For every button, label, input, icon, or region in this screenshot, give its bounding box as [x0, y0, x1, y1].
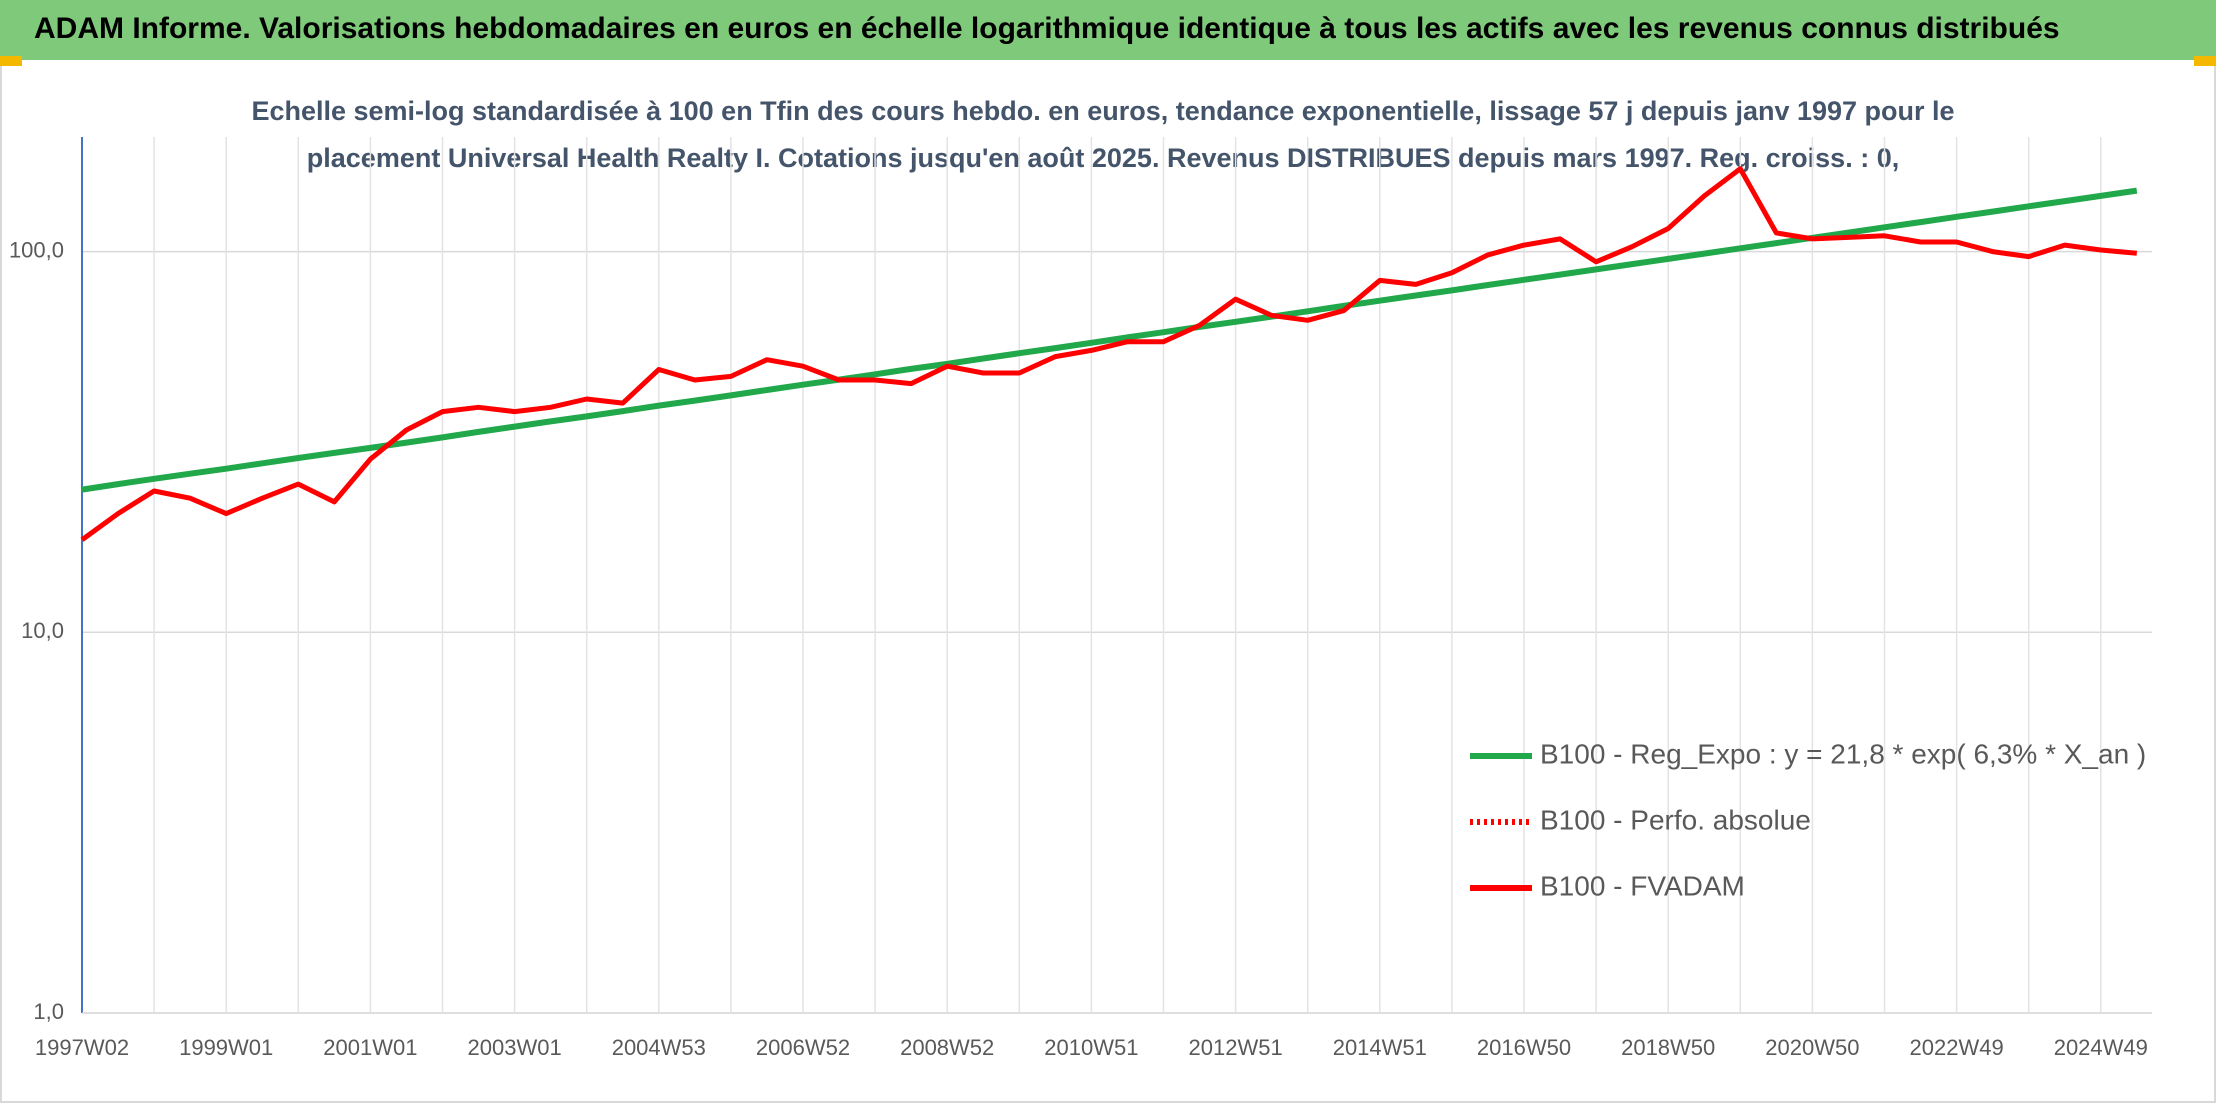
x-tick-label: 1997W02 — [35, 1035, 129, 1060]
x-tick-label: 2012W51 — [1189, 1035, 1283, 1060]
x-tick-label: 2024W49 — [2054, 1035, 2148, 1060]
title-band — [0, 0, 2216, 60]
chart-title: ADAM Informe. Valorisations hebdomadaire… — [34, 12, 2060, 45]
x-tick-label: 2004W53 — [612, 1035, 706, 1060]
grid: 1,0 10,0 100,0 1997W02 1999W01 2001W01 2003W01… — [9, 137, 2152, 1060]
legend-label: B100 - FVADAM — [1540, 870, 1745, 901]
plot — [80, 166, 2138, 542]
series-line — [81, 187, 2138, 493]
chart-subtitle: Echelle semi-log standardisée à 100 en T… — [251, 96, 1954, 126]
corner-mark — [2194, 56, 2216, 66]
x-tick-label: 2022W49 — [1910, 1035, 2004, 1060]
series-line — [80, 166, 2138, 542]
x-tick-label: 2010W51 — [1044, 1035, 1138, 1060]
y-tick-label: 100,0 — [9, 237, 64, 262]
corner-mark — [0, 56, 22, 66]
x-tick-label: 2014W51 — [1333, 1035, 1427, 1060]
x-tick-label: 2008W52 — [900, 1035, 994, 1060]
x-tick-label: 2001W01 — [323, 1035, 417, 1060]
x-tick-label: 2018W50 — [1621, 1035, 1715, 1060]
x-tick-label: 2016W50 — [1477, 1035, 1571, 1060]
legend-label: B100 - Reg_Expo : y = 21,8 * exp( 6,3% *… — [1540, 738, 2146, 769]
x-tick-label: 1999W01 — [179, 1035, 273, 1060]
x-tick-label: 2006W52 — [756, 1035, 850, 1060]
legend: B100 - Reg_Expo : y = 21,8 * exp( 6,3% *… — [1470, 738, 2146, 901]
chart-subtitle: placement Universal Health Realty I. Cot… — [307, 143, 1899, 173]
x-tick-label: 2003W01 — [468, 1035, 562, 1060]
legend-label: B100 - Perfo. absolue — [1540, 804, 1811, 835]
y-tick-label: 10,0 — [21, 618, 64, 643]
y-tick-label: 1,0 — [33, 999, 64, 1024]
x-tick-label: 2020W50 — [1765, 1035, 1859, 1060]
